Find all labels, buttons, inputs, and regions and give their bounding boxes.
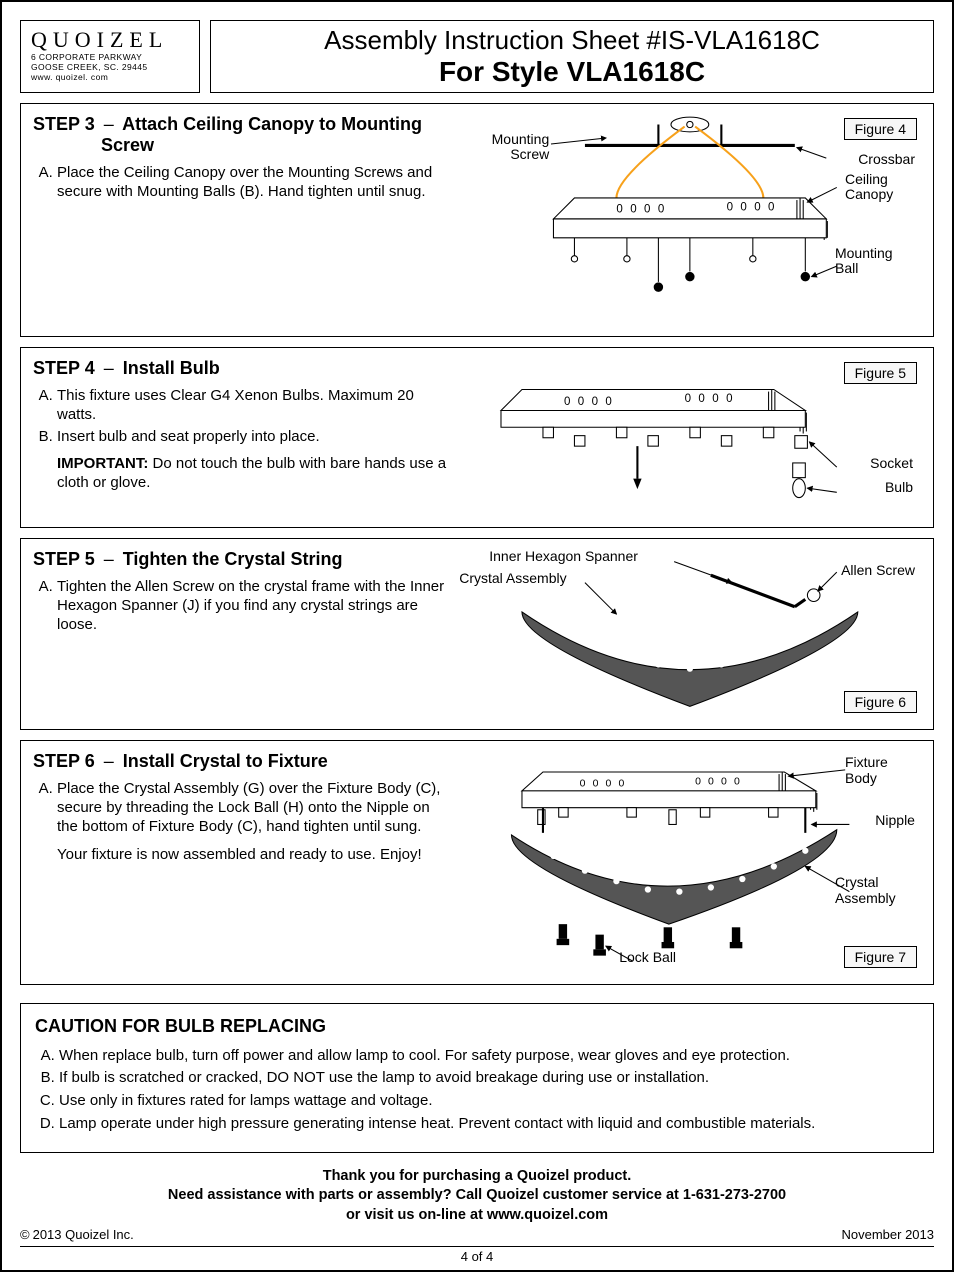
step3-item-a: Place the Ceiling Canopy over the Mounti… bbox=[57, 164, 449, 202]
svg-text:0 0 0 0: 0 0 0 0 bbox=[685, 393, 735, 405]
step4-title: STEP 4 – Install Bulb bbox=[33, 358, 449, 379]
step3-name1: Attach Ceiling Canopy to Mounting bbox=[122, 114, 422, 134]
title-box: Assembly Instruction Sheet #IS-VLA1618C … bbox=[210, 20, 934, 93]
label-mounting-ball: Mounting Ball bbox=[835, 246, 915, 277]
step6-text: STEP 6 – Install Crystal to Fixture Plac… bbox=[33, 751, 459, 971]
brand-box: QUOIZEL 6 CORPORATE PARKWAY GOOSE CREEK,… bbox=[20, 20, 200, 93]
step6-title: STEP 6 – Install Crystal to Fixture bbox=[33, 751, 449, 772]
figure5-label: Figure 5 bbox=[844, 362, 917, 384]
label-inner-hex: Inner Hexagon Spanner bbox=[489, 549, 638, 564]
step3-list: Place the Ceiling Canopy over the Mounti… bbox=[33, 164, 449, 202]
figure4-label: Figure 4 bbox=[844, 118, 917, 140]
step5-list: Tighten the Allen Screw on the crystal f… bbox=[33, 578, 449, 634]
step4-item-a: This fixture uses Clear G4 Xenon Bulbs. … bbox=[57, 387, 449, 425]
figure6-label: Figure 6 bbox=[844, 691, 917, 713]
step6-box: STEP 6 – Install Crystal to Fixture Plac… bbox=[20, 740, 934, 984]
label-nipple: Nipple bbox=[875, 813, 915, 828]
footer-visit: or visit us on-line at www.quoizel.com bbox=[20, 1206, 934, 1226]
svg-text:0 0 0 0: 0 0 0 0 bbox=[727, 202, 777, 214]
step6-dash: – bbox=[100, 751, 118, 771]
label-socket: Socket bbox=[870, 456, 913, 471]
step4-figure: Figure 5 Socket Bulb 0 0 0 0 0 0 0 0 bbox=[459, 358, 921, 515]
figure7-label: Figure 7 bbox=[844, 946, 917, 968]
important-label: IMPORTANT: bbox=[57, 455, 148, 472]
step5-dash: – bbox=[100, 549, 118, 569]
step5-item-a: Tighten the Allen Screw on the crystal f… bbox=[57, 578, 449, 634]
caution-box: CAUTION FOR BULB REPLACING When replace … bbox=[20, 1003, 934, 1153]
step3-label: STEP 3 bbox=[33, 114, 95, 134]
label-bulb: Bulb bbox=[885, 480, 913, 495]
title-line2: For Style VLA1618C bbox=[439, 56, 705, 88]
step6-figure: Figure 7 Fixture Body Nipple Crystal Ass… bbox=[459, 751, 921, 971]
step5-name: Tighten the Crystal String bbox=[123, 549, 343, 569]
step5-label: STEP 5 bbox=[33, 549, 95, 569]
caution-title: CAUTION FOR BULB REPLACING bbox=[35, 1016, 919, 1037]
brand-addr3: www. quoizel. com bbox=[31, 73, 108, 83]
step4-item-b: Insert bulb and seat properly into place… bbox=[57, 428, 449, 447]
step3-box: STEP 3 – Attach Ceiling Canopy to Mounti… bbox=[20, 103, 934, 337]
label-mounting-screw: Mounting Screw bbox=[469, 132, 549, 163]
step4-important: IMPORTANT: Do not touch the bulb with ba… bbox=[33, 455, 449, 493]
step6-label: STEP 6 bbox=[33, 751, 95, 771]
step4-label: STEP 4 bbox=[33, 358, 95, 378]
step3-text: STEP 3 – Attach Ceiling Canopy to Mounti… bbox=[33, 114, 459, 324]
step4-name: Install Bulb bbox=[123, 358, 220, 378]
step3-title: STEP 3 – Attach Ceiling Canopy to Mounti… bbox=[33, 114, 449, 156]
header: QUOIZEL 6 CORPORATE PARKWAY GOOSE CREEK,… bbox=[20, 20, 934, 93]
step5-text: STEP 5 – Tighten the Crystal String Tigh… bbox=[33, 549, 459, 717]
step6-name: Install Crystal to Fixture bbox=[123, 751, 328, 771]
caution-c: Use only in fixtures rated for lamps wat… bbox=[59, 1092, 919, 1111]
step4-dash: – bbox=[100, 358, 118, 378]
caution-b: If bulb is scratched or cracked, DO NOT … bbox=[59, 1069, 919, 1088]
step6-enjoy: Your fixture is now assembled and ready … bbox=[33, 846, 449, 865]
footer-assist: Need assistance with parts or assembly? … bbox=[20, 1186, 934, 1206]
step3-figure: Figure 4 Mounting Screw Crossbar Ceiling… bbox=[459, 114, 921, 324]
step5-title: STEP 5 – Tighten the Crystal String bbox=[33, 549, 449, 570]
step4-list: This fixture uses Clear G4 Xenon Bulbs. … bbox=[33, 387, 449, 447]
label-crystal-assembly: Crystal Assembly bbox=[459, 571, 566, 586]
step4-text: STEP 4 – Install Bulb This fixture uses … bbox=[33, 358, 459, 515]
label-lock-ball: Lock Ball bbox=[619, 950, 676, 965]
svg-text:0 0 0 0: 0 0 0 0 bbox=[617, 204, 667, 216]
svg-text:0 0 0 0: 0 0 0 0 bbox=[695, 777, 742, 788]
label-allen-screw: Allen Screw bbox=[841, 563, 915, 578]
step4-box: STEP 4 – Install Bulb This fixture uses … bbox=[20, 347, 934, 528]
caution-list: When replace bulb, turn off power and al… bbox=[35, 1047, 919, 1134]
step6-item-a: Place the Crystal Assembly (G) over the … bbox=[57, 780, 449, 836]
step5-figure: Figure 6 Inner Hexagon Spanner Crystal A… bbox=[459, 549, 921, 717]
brand-name: QUOIZEL bbox=[31, 27, 168, 53]
label-fixture-body: Fixture Body bbox=[845, 755, 915, 786]
step3-name2: Screw bbox=[33, 135, 449, 156]
label-ceiling-canopy: Ceiling Canopy bbox=[845, 172, 915, 203]
step6-list: Place the Crystal Assembly (G) over the … bbox=[33, 780, 449, 836]
svg-text:0 0 0 0: 0 0 0 0 bbox=[580, 779, 627, 790]
step3-dash: – bbox=[100, 114, 118, 134]
svg-text:0 0 0 0: 0 0 0 0 bbox=[564, 396, 614, 408]
caution-a: When replace bulb, turn off power and al… bbox=[59, 1047, 919, 1066]
label-crystal-assembly2: Crystal Assembly bbox=[835, 875, 915, 906]
page-number: 4 of 4 bbox=[20, 1246, 934, 1264]
caution-d: Lamp operate under high pressure generat… bbox=[59, 1115, 919, 1134]
label-crossbar: Crossbar bbox=[858, 152, 915, 167]
footer-messages: Thank you for purchasing a Quoizel produ… bbox=[20, 1167, 934, 1226]
page: QUOIZEL 6 CORPORATE PARKWAY GOOSE CREEK,… bbox=[0, 0, 954, 1272]
step5-box: STEP 5 – Tighten the Crystal String Tigh… bbox=[20, 538, 934, 730]
footer-thanks: Thank you for purchasing a Quoizel produ… bbox=[20, 1167, 934, 1187]
title-line1: Assembly Instruction Sheet #IS-VLA1618C bbox=[324, 25, 820, 56]
